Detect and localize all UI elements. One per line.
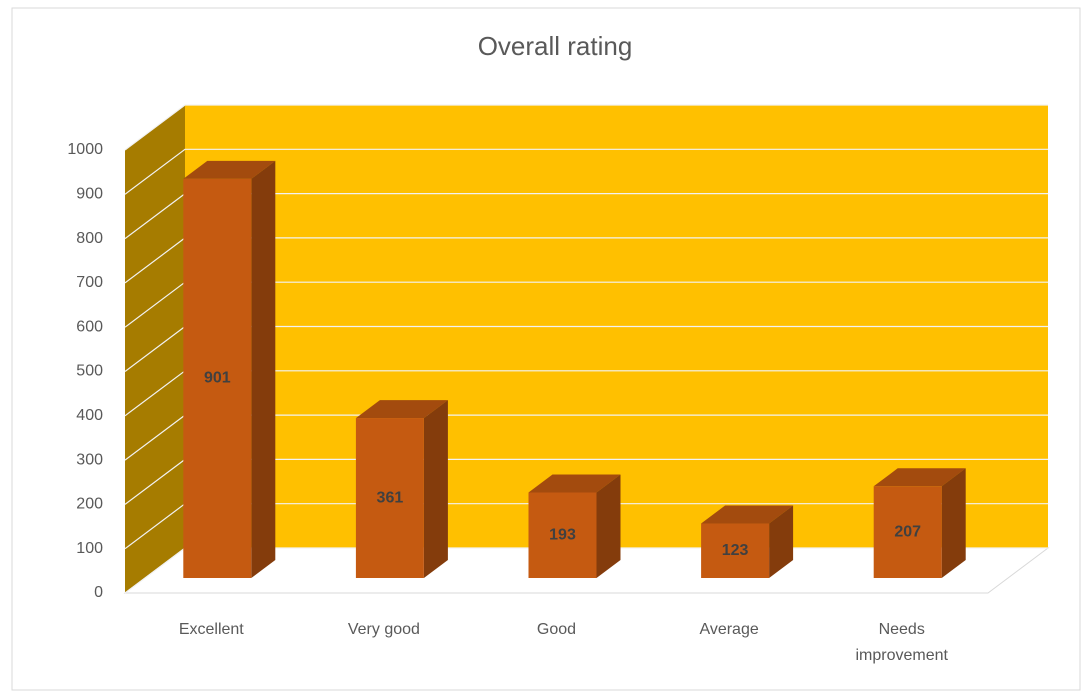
value-label: 193 (549, 526, 576, 543)
grid-line (124, 104, 1048, 151)
value-label: 361 (377, 489, 404, 506)
value-label: 207 (894, 523, 921, 540)
value-label: 123 (722, 542, 749, 559)
y-tick-label: 100 (76, 540, 103, 557)
y-tick-label: 700 (76, 274, 103, 291)
y-tick-label: 600 (76, 318, 103, 335)
y-tick-label: 0 (94, 584, 103, 601)
grid-line (124, 148, 1048, 195)
x-tick-label: Average (699, 621, 758, 638)
bar-top (355, 400, 448, 419)
y-tick-label: 400 (76, 407, 103, 424)
bar (183, 178, 252, 578)
y-tick-label: 900 (76, 186, 103, 203)
bar (355, 418, 424, 578)
bar (528, 492, 597, 578)
bar-top (183, 160, 276, 179)
value-label: 901 (204, 370, 231, 387)
x-tick-label: Very good (348, 621, 420, 638)
bar-top (873, 468, 966, 487)
x-tick-label: Needs improvement (855, 621, 948, 664)
y-tick-label: 1000 (67, 141, 103, 158)
bar (873, 486, 942, 578)
y-tick-label: 200 (76, 496, 103, 513)
y-tick-label: 300 (76, 451, 103, 468)
bar-side (769, 505, 794, 578)
x-tick-label: Good (537, 621, 576, 638)
bar (701, 523, 770, 578)
x-tick-label: Excellent (179, 621, 244, 638)
bar-top (528, 474, 621, 493)
bar-side (941, 468, 966, 578)
chart-title: Overall rating (478, 31, 633, 61)
bar-side (596, 474, 621, 578)
y-tick-label: 500 (76, 363, 103, 380)
bar-top (701, 505, 794, 524)
bar-side (423, 400, 448, 578)
bar-side (251, 160, 276, 578)
y-tick-label: 800 (76, 230, 103, 247)
